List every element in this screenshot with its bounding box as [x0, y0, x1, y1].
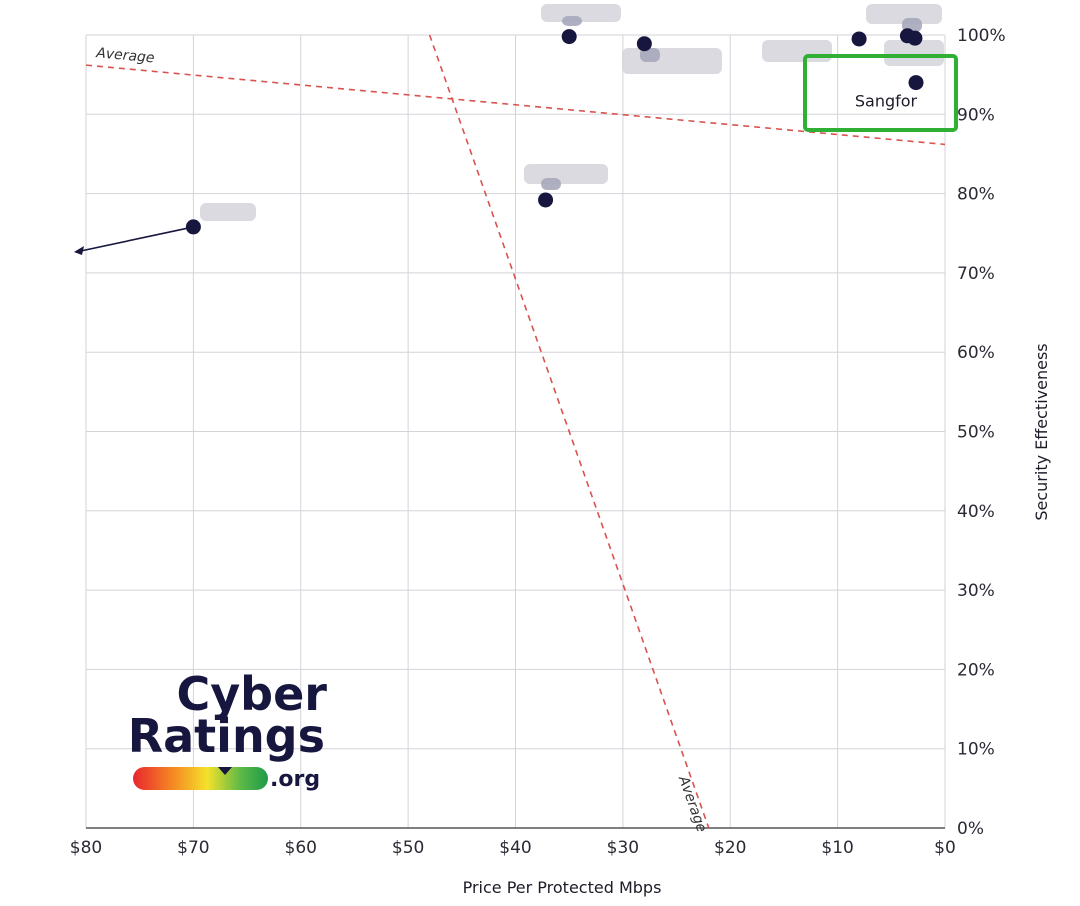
- rating-marker-icon: [218, 767, 232, 775]
- y-tick-label: 60%: [957, 343, 995, 363]
- x-tick-label: $30: [607, 838, 639, 858]
- y-tick-label: 80%: [957, 185, 995, 205]
- y-tick-label: 30%: [957, 581, 995, 601]
- x-tick-label: $0: [934, 838, 956, 858]
- logo-line2: Ratings: [128, 709, 325, 763]
- data-points: Sangfor: [74, 28, 924, 255]
- y-tick-label: 40%: [957, 502, 995, 522]
- x-tick-label: $60: [285, 838, 317, 858]
- y-tick-label: 20%: [957, 660, 995, 680]
- redacted-vendor-label: [541, 178, 561, 190]
- data-point: [851, 31, 867, 47]
- x-axis-title: Price Per Protected Mbps: [463, 878, 662, 897]
- x-tick-label: $70: [177, 838, 209, 858]
- x-axis-ticks: $80 $70 $60 $50 $40 $30 $20 $10 $0: [70, 838, 956, 858]
- y-tick-label: 100%: [957, 26, 1006, 46]
- redacted-labels: [200, 4, 944, 221]
- highlight-box: [803, 54, 958, 132]
- data-point: [538, 192, 554, 208]
- y-tick-label: 50%: [957, 423, 995, 443]
- offscale-arrow-head-icon: [74, 246, 84, 255]
- average-line-label: Average: [675, 773, 710, 834]
- logo-line1: Cyber: [176, 667, 327, 721]
- redacted-vendor-label: [884, 40, 944, 66]
- x-tick-label: $10: [821, 838, 853, 858]
- offscale-arrow: [75, 226, 194, 253]
- data-point: [907, 30, 923, 46]
- redacted-vendor-label: [524, 164, 608, 184]
- y-axis-ticks: 0% 10% 20% 30% 40% 50% 60% 70% 80% 90% 100%: [957, 26, 1006, 839]
- average-line: [85, 64, 946, 146]
- y-tick-label: 90%: [957, 105, 995, 125]
- redacted-vendor-label: [562, 16, 582, 26]
- x-tick-label: $50: [392, 838, 424, 858]
- average-line: [428, 34, 710, 829]
- y-tick-label: 0%: [957, 819, 984, 839]
- cyberratings-logo: Cyber Ratings .org: [128, 667, 328, 792]
- data-point: [908, 75, 924, 91]
- data-point: [636, 36, 652, 52]
- y-axis-title: Security Effectiveness: [1032, 343, 1051, 520]
- logo-suffix: .org: [270, 767, 320, 792]
- y-tick-label: 10%: [957, 740, 995, 760]
- redacted-vendor-label: [640, 48, 660, 62]
- redacted-vendor-label: [200, 203, 256, 221]
- redacted-vendor-label: [762, 40, 832, 62]
- data-point: [561, 29, 577, 45]
- redacted-vendor-label: [866, 4, 942, 24]
- rating-gradient-bar: [133, 767, 268, 790]
- redacted-vendor-label: [622, 48, 722, 74]
- grid: [85, 34, 946, 829]
- x-tick-label: $80: [70, 838, 102, 858]
- y-tick-label: 70%: [957, 264, 995, 284]
- point-label: Sangfor: [855, 92, 918, 111]
- x-tick-label: $20: [714, 838, 746, 858]
- x-tick-label: $40: [499, 838, 531, 858]
- average-line-label: Average: [95, 45, 156, 66]
- redacted-vendor-label: [541, 4, 621, 22]
